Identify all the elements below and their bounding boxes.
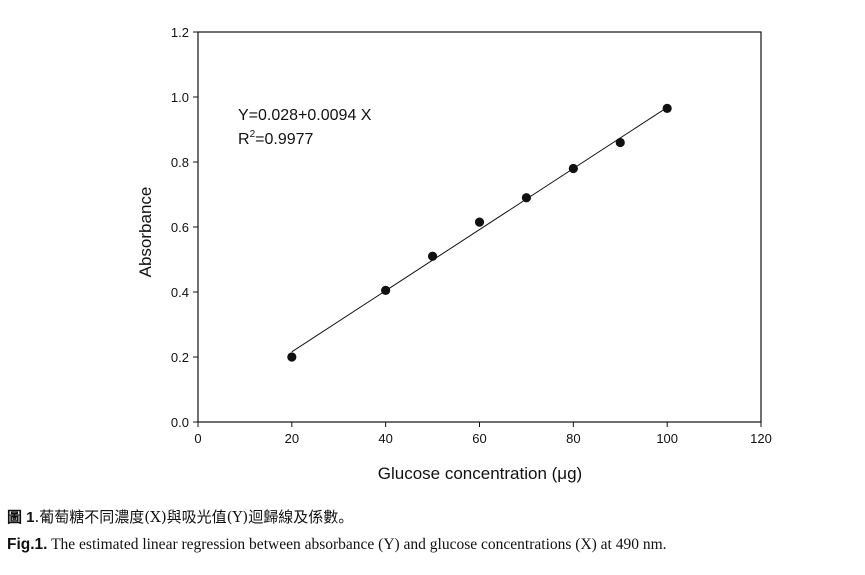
r-squared-value: =0.9977 — [255, 131, 313, 148]
y-tick-label: 0.8 — [171, 155, 189, 170]
x-axis-label: Glucose concentration (μg) — [378, 464, 582, 483]
r-squared-label: R2=0.9977 — [238, 129, 314, 148]
x-tick-label: 100 — [656, 431, 678, 446]
x-tick-label: 120 — [750, 431, 772, 446]
chart: 0 20 40 60 80 100 120 0.0 0.2 0.4 0.6 0.8 1.0 1.2 Y=… — [136, 25, 772, 483]
regression-equation: Y=0.028+0.0094 X — [238, 107, 372, 124]
y-tick-label: 1.2 — [171, 25, 189, 40]
caption-en-label: Fig.1. — [7, 536, 48, 553]
caption-zh-label: 圖 1 — [7, 509, 35, 526]
r-squared-superscript: 2 — [250, 129, 256, 140]
x-tick-label: 80 — [566, 431, 580, 446]
x-tick-label: 40 — [378, 431, 392, 446]
data-point — [568, 163, 578, 174]
data-point — [521, 193, 532, 203]
y-tick-label: 1.0 — [171, 90, 189, 105]
data-points — [287, 103, 672, 362]
data-point — [474, 217, 485, 227]
r-squared-prefix: R — [238, 131, 250, 148]
y-tick-label: 0.0 — [171, 415, 189, 430]
x-tick-label: 0 — [194, 431, 201, 446]
y-axis-label: Absorbance — [136, 187, 155, 278]
y-tick-label: 0.2 — [171, 350, 189, 365]
figure-caption-chinese: 圖 1.葡萄糖不同濃度(X)與吸光值(Y)迴歸線及係數。 — [7, 506, 353, 527]
x-tick-label: 60 — [472, 431, 486, 446]
caption-zh-text: .葡萄糖不同濃度(X)與吸光值(Y)迴歸線及係數。 — [34, 508, 354, 526]
x-tick-label: 20 — [285, 431, 299, 446]
plot-frame — [197, 31, 762, 423]
y-tick-label: 0.4 — [171, 285, 189, 300]
caption-en-text: The estimated linear regression between … — [47, 536, 667, 553]
data-point — [615, 137, 625, 148]
data-point — [287, 352, 297, 362]
x-axis-ticks: 0 20 40 60 80 100 120 — [194, 422, 772, 446]
y-axis-ticks: 0.0 0.2 0.4 0.6 0.8 1.0 1.2 — [171, 25, 198, 430]
y-tick-label: 0.6 — [171, 220, 189, 235]
data-point — [381, 285, 391, 295]
data-point — [427, 251, 438, 261]
data-point — [662, 103, 672, 113]
figure-caption-english: Fig.1. The estimated linear regression b… — [7, 536, 667, 554]
regression-line — [291, 106, 668, 353]
